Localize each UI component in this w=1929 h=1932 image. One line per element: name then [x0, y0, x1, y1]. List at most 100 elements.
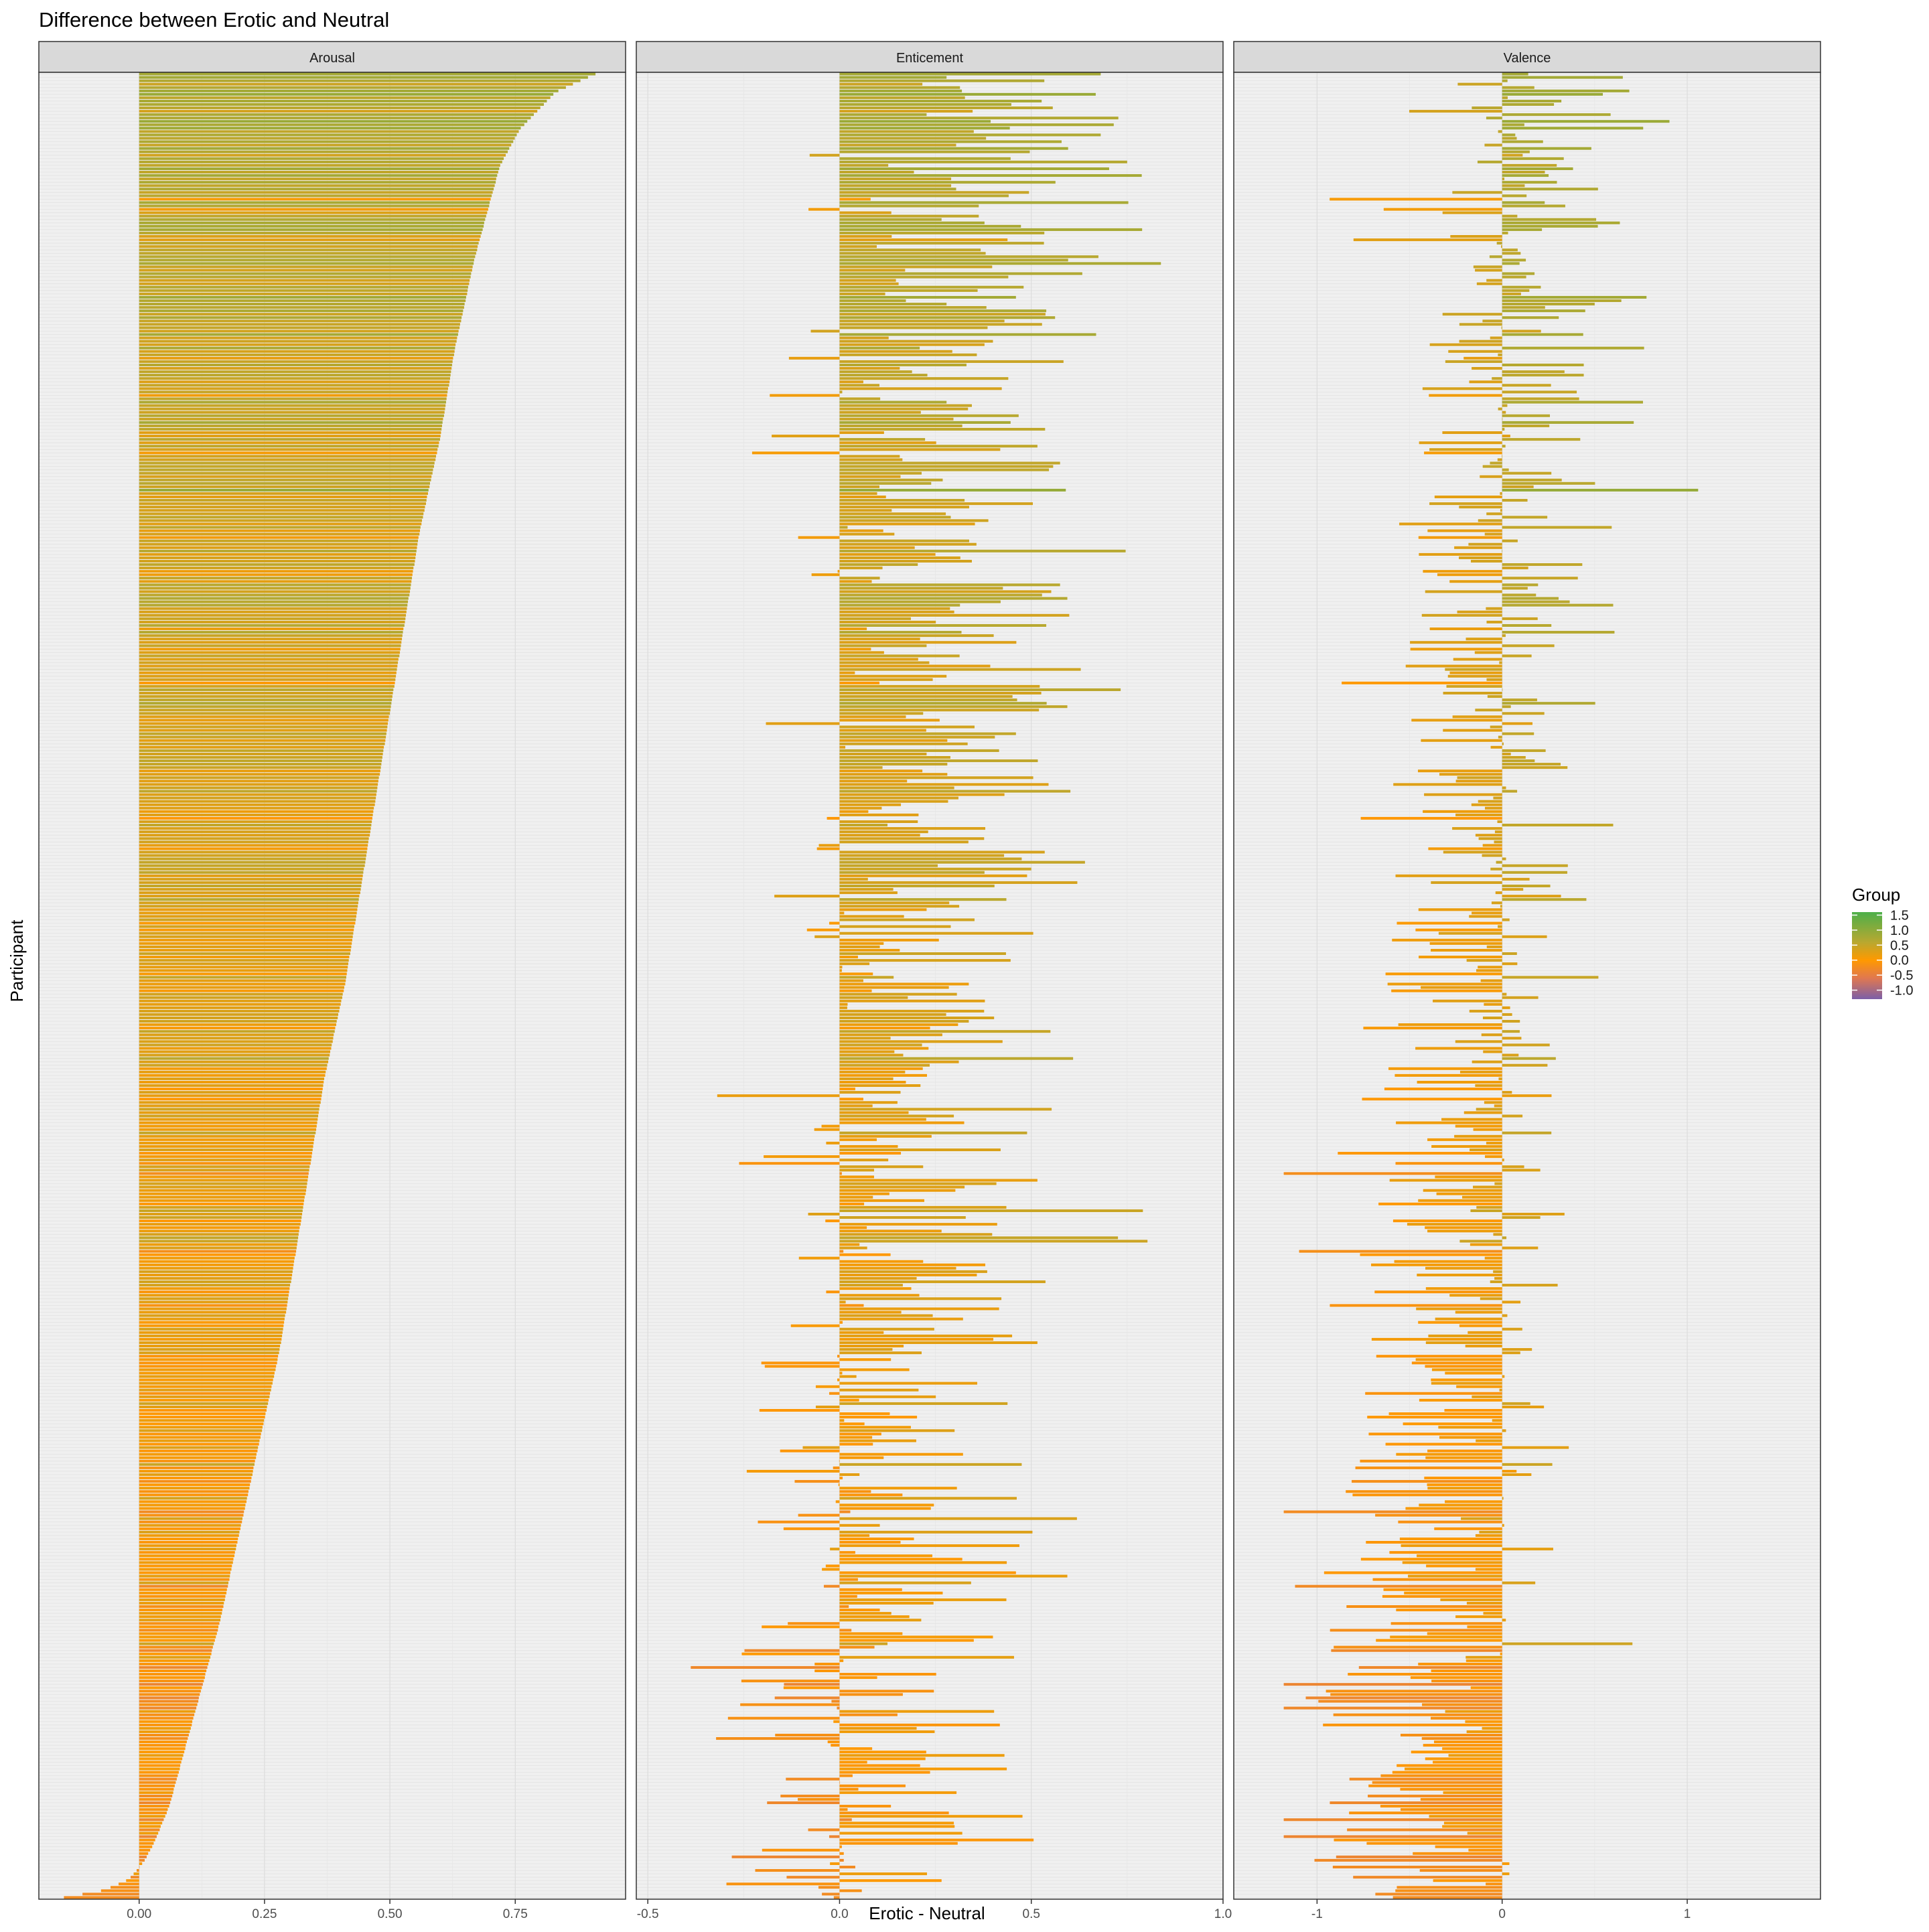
bar [830, 1862, 840, 1865]
bar [139, 72, 596, 76]
bar [1413, 1852, 1502, 1855]
bar [1502, 224, 1598, 228]
bar [1502, 299, 1622, 303]
bar [139, 674, 397, 678]
bar [1349, 1811, 1502, 1815]
bar [139, 214, 486, 218]
bar [839, 567, 883, 570]
bar [839, 556, 960, 559]
bar [139, 340, 457, 343]
bar [1405, 664, 1502, 668]
bar [839, 404, 972, 407]
bar [139, 820, 372, 823]
bar [131, 1876, 139, 1879]
bar [139, 976, 346, 979]
bar [139, 1419, 265, 1422]
bar [139, 106, 541, 110]
bar [139, 150, 508, 153]
bar [1390, 1622, 1502, 1625]
bar [139, 242, 479, 245]
bar [839, 800, 948, 803]
bar [139, 1822, 163, 1825]
bar [837, 1378, 840, 1382]
bar [1442, 1825, 1502, 1828]
bar [139, 590, 411, 593]
bar [1473, 1185, 1502, 1189]
bar [100, 1889, 139, 1892]
bar [139, 1388, 271, 1392]
bar [1478, 966, 1502, 969]
bar [1502, 177, 1505, 181]
bar [839, 194, 1009, 198]
bar [1459, 1070, 1502, 1073]
bar [139, 1544, 236, 1548]
bar [1427, 1138, 1502, 1141]
bar [839, 248, 981, 252]
bar [1502, 485, 1534, 488]
bar [139, 1250, 297, 1253]
bar [139, 1520, 242, 1524]
bar [1408, 1574, 1502, 1578]
bar [139, 1463, 255, 1466]
bar [1330, 1304, 1502, 1307]
bar [139, 631, 403, 634]
bar [839, 766, 883, 769]
bar [839, 786, 954, 790]
bar [1472, 1395, 1502, 1398]
bar [822, 1568, 840, 1571]
bar [839, 299, 906, 303]
bar [139, 1002, 341, 1006]
bar [139, 861, 366, 864]
bar [1352, 1493, 1502, 1497]
bar [139, 1733, 189, 1736]
bar [139, 786, 378, 790]
bar [1380, 1805, 1502, 1808]
bar [831, 1744, 840, 1747]
bar [1445, 1371, 1502, 1375]
bar [839, 323, 1042, 326]
bar [1418, 1321, 1502, 1324]
bar [139, 918, 356, 921]
bar [839, 1284, 903, 1287]
bar [839, 1077, 894, 1080]
bar [839, 580, 872, 583]
bar [839, 1554, 933, 1558]
bar [1502, 127, 1644, 130]
bar [1479, 1530, 1502, 1534]
bar [139, 89, 559, 92]
bar [139, 1751, 185, 1754]
legend-tick-label: 1.5 [1890, 908, 1909, 923]
bar [839, 1016, 995, 1020]
bar [139, 117, 531, 120]
bar [1502, 86, 1534, 89]
bar [139, 1398, 269, 1402]
bar [139, 127, 521, 130]
x-tick-label: 0.75 [503, 1907, 528, 1921]
bar [839, 1629, 852, 1632]
bar [139, 1355, 279, 1358]
bar [839, 725, 975, 729]
bar [1409, 110, 1502, 113]
bar [1500, 905, 1502, 908]
bar [139, 830, 370, 834]
bar [839, 783, 1049, 786]
bar [839, 1131, 1027, 1134]
bar [839, 688, 1121, 691]
bar [839, 228, 1143, 231]
bar [1457, 776, 1502, 779]
bar [139, 654, 400, 658]
bar [1360, 1253, 1502, 1256]
bar [139, 776, 379, 779]
bar [839, 597, 1068, 600]
bar [839, 326, 988, 329]
bar [139, 895, 360, 898]
bar [139, 840, 368, 844]
bar [839, 211, 891, 214]
bar [139, 698, 392, 702]
bar [139, 1077, 325, 1080]
bar [839, 587, 1003, 590]
bar [1434, 495, 1502, 499]
bar [839, 427, 1046, 431]
bar [839, 996, 908, 999]
